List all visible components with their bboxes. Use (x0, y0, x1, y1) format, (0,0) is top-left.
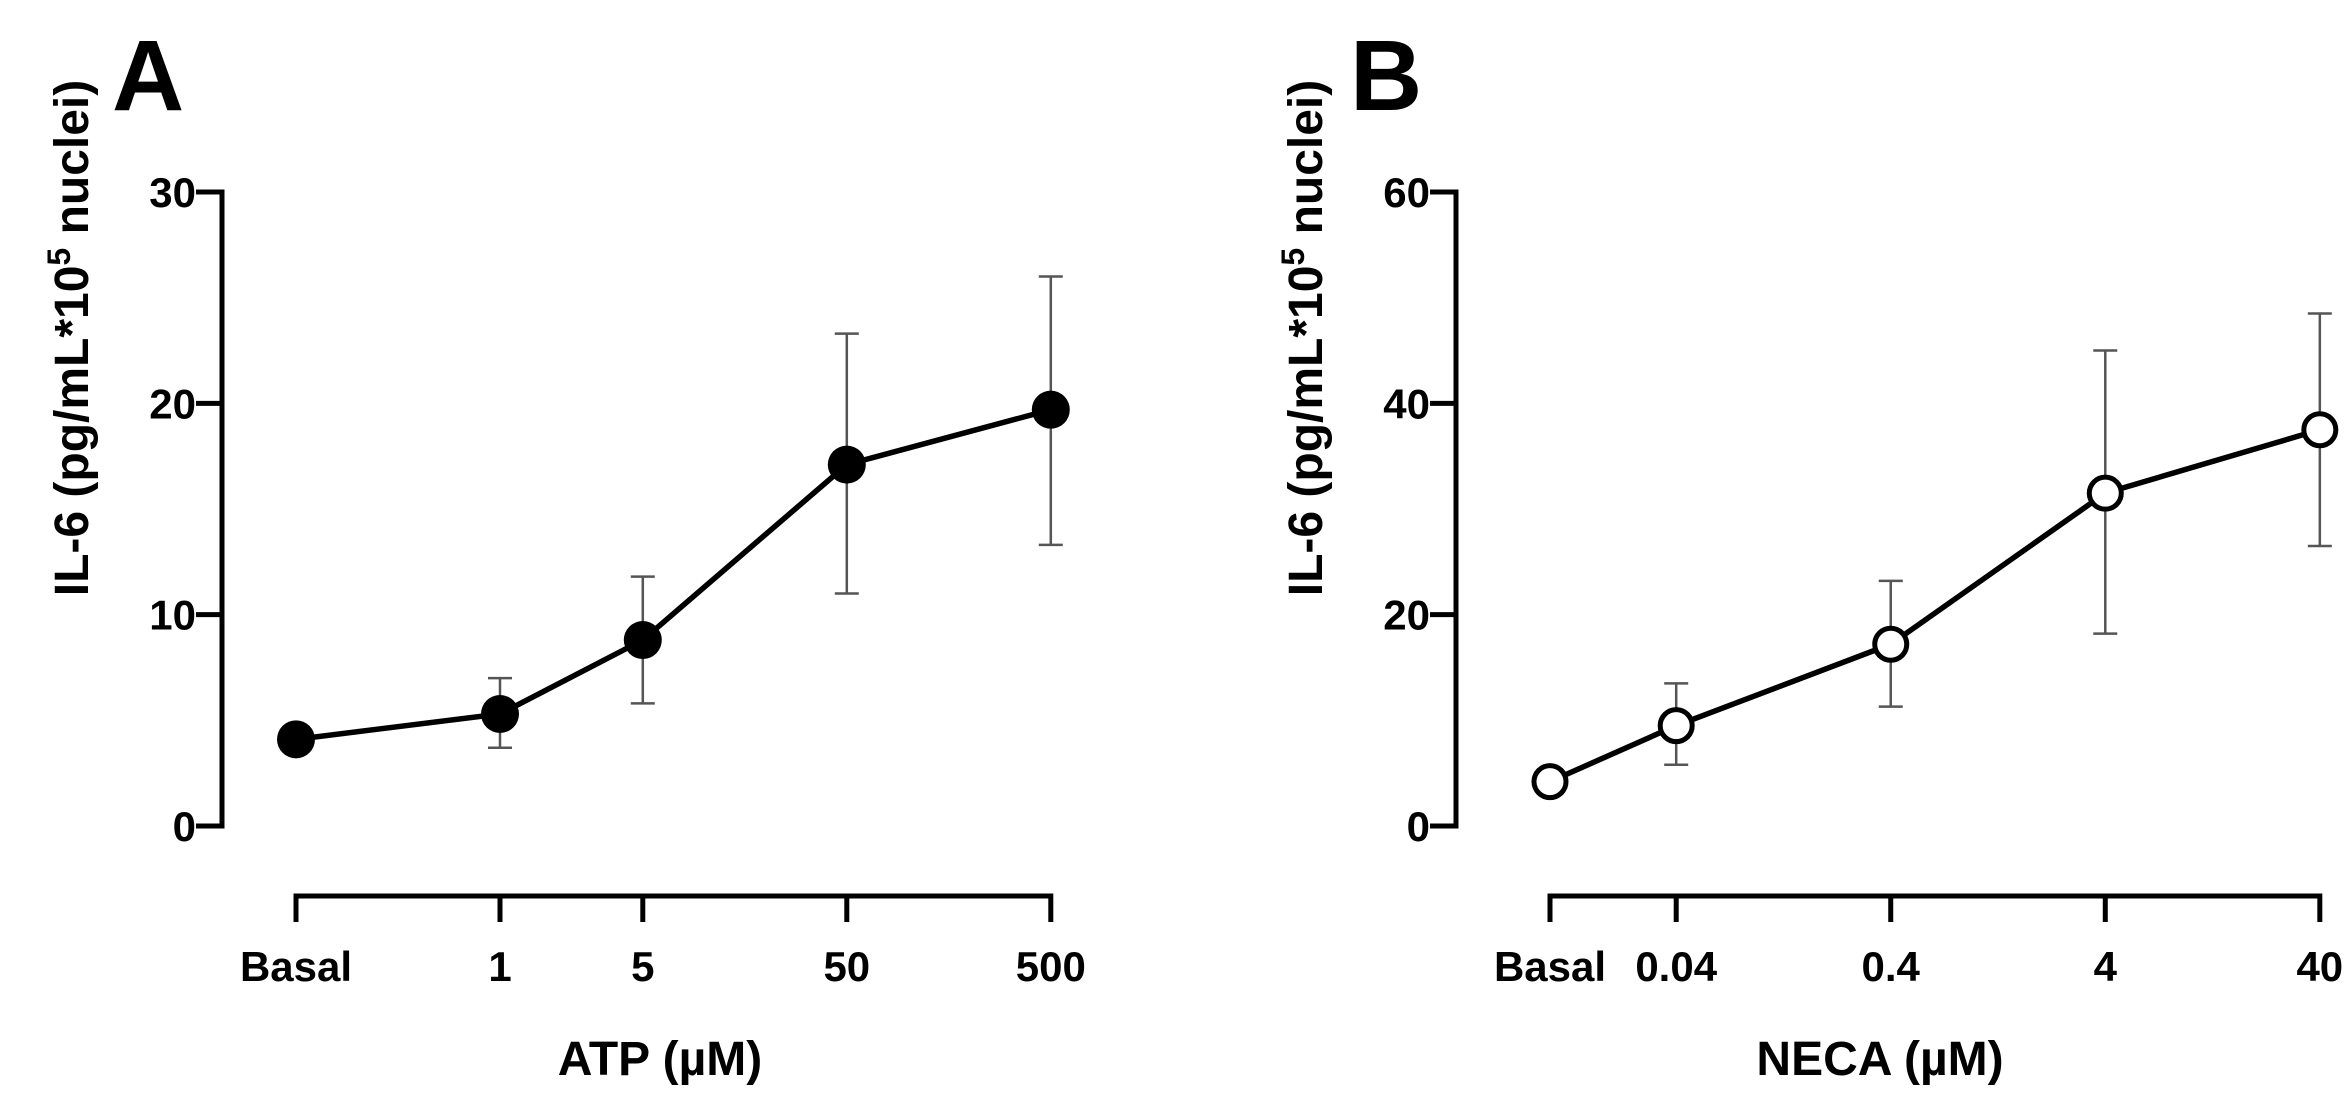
panel-a-y-tick-label: 30 (149, 169, 196, 216)
panel-a-x-tick-label: 5 (631, 943, 654, 990)
panel-b-data-point (1657, 707, 1695, 745)
panel-a: A IL-6 (pg/mL*105 nuclei) ATP (µM) 0 10 20… (41, 20, 1086, 1086)
panel-a-y-tick-label: 20 (149, 380, 196, 427)
panel-b-y-tick-label: 0 (1407, 803, 1430, 850)
panel-b-x-tick-label: 0.4 (1862, 943, 1921, 990)
panel-a-y-tick-label: 10 (149, 592, 196, 639)
panel-a-data-point (481, 694, 519, 733)
panel-b: B IL-6 (pg/mL*105 nuclei) NECA (µM) 0 20 4… (1275, 20, 2343, 1086)
panel-b-x-axis-title: NECA (µM) (1756, 1033, 2003, 1086)
panel-a-series (277, 275, 1070, 759)
panel-b-data-point (1872, 625, 1910, 663)
panel-b-letter: B (1350, 20, 1422, 132)
panel-b-x-tick-label: 40 (2296, 943, 2343, 990)
panel-b-x-tick-label: Basal (1494, 943, 1606, 990)
panel-a-data-point (277, 720, 315, 759)
panel-a-x-tick-label: Basal (240, 943, 352, 990)
panel-b-y-axis-title: IL-6 (pg/mL*105 nuclei) (1275, 80, 1333, 597)
panel-b-series (1531, 312, 2339, 801)
panel-b-y-tick-label: 20 (1383, 592, 1430, 639)
panel-b-x-ticks: Basal 0.04 0.4 4 40 (1494, 893, 2343, 990)
panel-a-letter: A (112, 20, 184, 132)
panel-a-x-ticks: Basal 1 5 50 500 (240, 893, 1086, 990)
panel-a-y-tick-label: 0 (173, 803, 196, 850)
panel-b-y-tick-label: 40 (1383, 380, 1430, 427)
panel-b-data-point (2301, 411, 2339, 449)
panel-a-data-point (827, 445, 866, 484)
panel-a-data-point (623, 621, 662, 660)
panel-b-y-tick-label: 60 (1383, 169, 1430, 216)
panel-b-y-ticks: 0 20 40 60 (1383, 169, 1459, 850)
panel-a-x-tick-label: 500 (1016, 943, 1086, 990)
panel-b-x-tick-label: 0.04 (1635, 943, 1717, 990)
panel-a-x-axis-title: ATP (µM) (558, 1033, 763, 1086)
panel-b-x-tick-label: 4 (2094, 943, 2118, 990)
panel-a-y-ticks: 0 10 20 30 (149, 169, 225, 850)
panel-a-x-tick-label: 1 (488, 943, 511, 990)
panel-a-x-tick-label: 50 (823, 943, 870, 990)
panel-b-data-point (2086, 474, 2124, 512)
panel-a-data-point (1031, 390, 1070, 429)
panel-b-data-point (1531, 763, 1569, 801)
panel-a-y-axis-title: IL-6 (pg/mL*105 nuclei) (41, 80, 99, 597)
panel-a-series-line (295, 407, 1052, 743)
